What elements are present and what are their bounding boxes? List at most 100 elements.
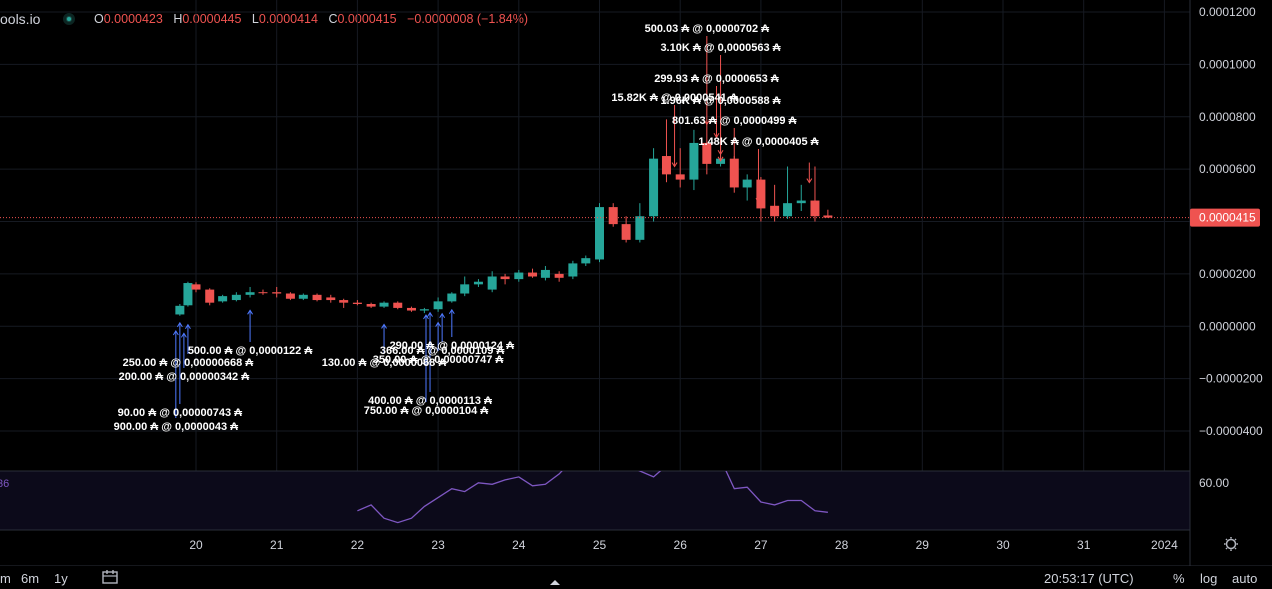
buy-annotation: 130.00 ₳ @ 0,0000068 ₳ <box>322 323 446 369</box>
auto-scale-button[interactable]: auto <box>1232 571 1258 586</box>
range-1m-button[interactable]: m <box>0 571 11 586</box>
candle-body <box>528 272 538 277</box>
range-6m-button[interactable]: 6m <box>21 571 40 586</box>
buy-annotation-label: 200.00 ₳ @ 0,00000342 ₳ <box>119 371 250 383</box>
candle-body <box>608 207 618 225</box>
sell-annotation: 15.82K ₳ @ 0,0000541 ₳ <box>611 92 738 168</box>
candle-body <box>366 303 376 307</box>
candle <box>823 209 833 218</box>
buy-annotation-label: 400.00 ₳ @ 0,0000113 ₳ <box>368 395 492 407</box>
buy-arrow-head <box>427 311 433 317</box>
buy-annotation-label: 350.00 ₳ @ 0,00000747 ₳ <box>373 354 504 366</box>
candle-body <box>191 284 201 290</box>
open-label: O <box>94 12 104 26</box>
candle <box>352 300 362 306</box>
time-tick-label: 30 <box>996 538 1010 552</box>
price-tick-label: 0.0000200 <box>1199 267 1256 281</box>
sell-arrow-head <box>703 120 710 126</box>
high-label: H <box>173 12 183 26</box>
buy-annotation: 750.00 ₳ @ 0,0000104 ₳ <box>364 314 488 417</box>
buy-annotation-label: 366.00 ₳ @ 0,0000109 ₳ <box>380 345 505 357</box>
candle <box>770 184 780 222</box>
rsi-tick-label: 60.00 <box>1199 476 1229 490</box>
settings-gear-icon[interactable] <box>1224 537 1238 551</box>
candle-body <box>595 207 604 259</box>
rsi-value-label: 36 <box>0 478 9 490</box>
price-axis[interactable]: 0.0001200 0.0001000 0.0000800 0.0000600 0.00… <box>1189 0 1263 566</box>
candle <box>621 216 631 243</box>
candle-body <box>205 289 215 303</box>
candle <box>175 303 185 316</box>
candle-body <box>326 297 336 301</box>
buy-annotation: 366.00 ₳ @ 0,0000109 ₳ <box>380 312 505 357</box>
log-scale-button[interactable]: log <box>1200 571 1218 586</box>
price-tick-label: 0.0001200 <box>1199 5 1256 19</box>
buy-arrow-head <box>423 314 429 320</box>
candle-body <box>447 293 457 302</box>
candle-body <box>581 258 591 264</box>
candle-body <box>500 276 510 280</box>
source-name[interactable]: ools.io <box>0 11 41 27</box>
candle-body <box>649 158 659 217</box>
price-tick-label: 0.0000000 <box>1199 319 1256 333</box>
candle <box>366 302 376 308</box>
time-axis[interactable]: 20 21 22 23 24 25 26 27 28 29 30 31 2024 <box>0 538 1272 566</box>
sell-annotation: 500.03 ₳ @ 0,0000702 ₳ <box>645 23 769 126</box>
candle <box>460 276 470 297</box>
candle <box>406 306 416 312</box>
sell-annotation: 1.96K ₳ @ 0,0000588 ₳ <box>660 95 781 156</box>
buy-arrow-head <box>381 323 387 329</box>
candle <box>568 260 578 280</box>
clock-time[interactable]: 20:53:17 (UTC) <box>1044 571 1134 586</box>
candle <box>810 166 820 222</box>
price-tick-label: 0.0000800 <box>1199 110 1256 124</box>
candle <box>689 129 699 191</box>
candle-body <box>823 215 833 218</box>
candle-body <box>621 224 631 240</box>
candle-body <box>339 300 349 303</box>
price-chart[interactable]: 900.00 ₳ @ 0,0000043 ₳ 90.00 ₳ @ 0,000007… <box>0 0 1272 566</box>
collapse-panel-icon[interactable] <box>550 580 560 585</box>
candle-body <box>460 284 470 294</box>
candle <box>514 269 524 282</box>
date-range-calendar-icon[interactable] <box>101 569 119 588</box>
candle-body <box>473 281 483 285</box>
time-tick-label: 21 <box>270 538 284 552</box>
buy-annotation: 500.00 ₳ @ 0,0000122 ₳ <box>188 309 312 357</box>
candle-body <box>540 269 550 278</box>
time-tick-label: 29 <box>916 538 930 552</box>
candle-body <box>742 179 752 188</box>
candle <box>258 289 268 295</box>
candle-body <box>554 273 564 278</box>
candle-body <box>419 309 429 311</box>
candle <box>419 307 429 314</box>
price-tick-label: −0.0000200 <box>1199 372 1263 386</box>
percent-scale-button[interactable]: % <box>1173 571 1185 586</box>
candle <box>393 301 403 310</box>
candle-body <box>783 203 793 217</box>
rsi-pane: 36 <box>0 470 1190 531</box>
range-1y-button[interactable]: 1y <box>54 571 68 586</box>
candle <box>183 281 193 307</box>
sell-annotation: 801.63 ₳ @ 0,0000499 ₳ <box>672 115 797 179</box>
candle-body <box>635 216 645 240</box>
candle <box>191 282 201 293</box>
candle <box>487 271 497 293</box>
price-tick-label: 0.0001000 <box>1199 57 1256 71</box>
sell-arrow-head <box>713 132 720 139</box>
time-tick-label: 31 <box>1077 538 1091 552</box>
candle-body <box>406 307 416 311</box>
sell-arrow-head <box>717 150 724 156</box>
buy-annotation-label: 90.00 ₳ @ 0,00000743 ₳ <box>118 407 243 419</box>
trade-annotations: 900.00 ₳ @ 0,0000043 ₳ 90.00 ₳ @ 0,000007… <box>114 23 819 433</box>
candle <box>312 293 322 302</box>
sell-arrow-head <box>806 178 813 184</box>
last-price-badge <box>1190 208 1260 227</box>
time-tick-label: 25 <box>593 538 607 552</box>
rsi-line <box>357 471 828 524</box>
candle-body <box>675 174 685 180</box>
candle <box>608 203 618 227</box>
candle <box>742 174 752 201</box>
candle-body <box>433 301 443 310</box>
sell-arrow-head <box>671 162 678 168</box>
